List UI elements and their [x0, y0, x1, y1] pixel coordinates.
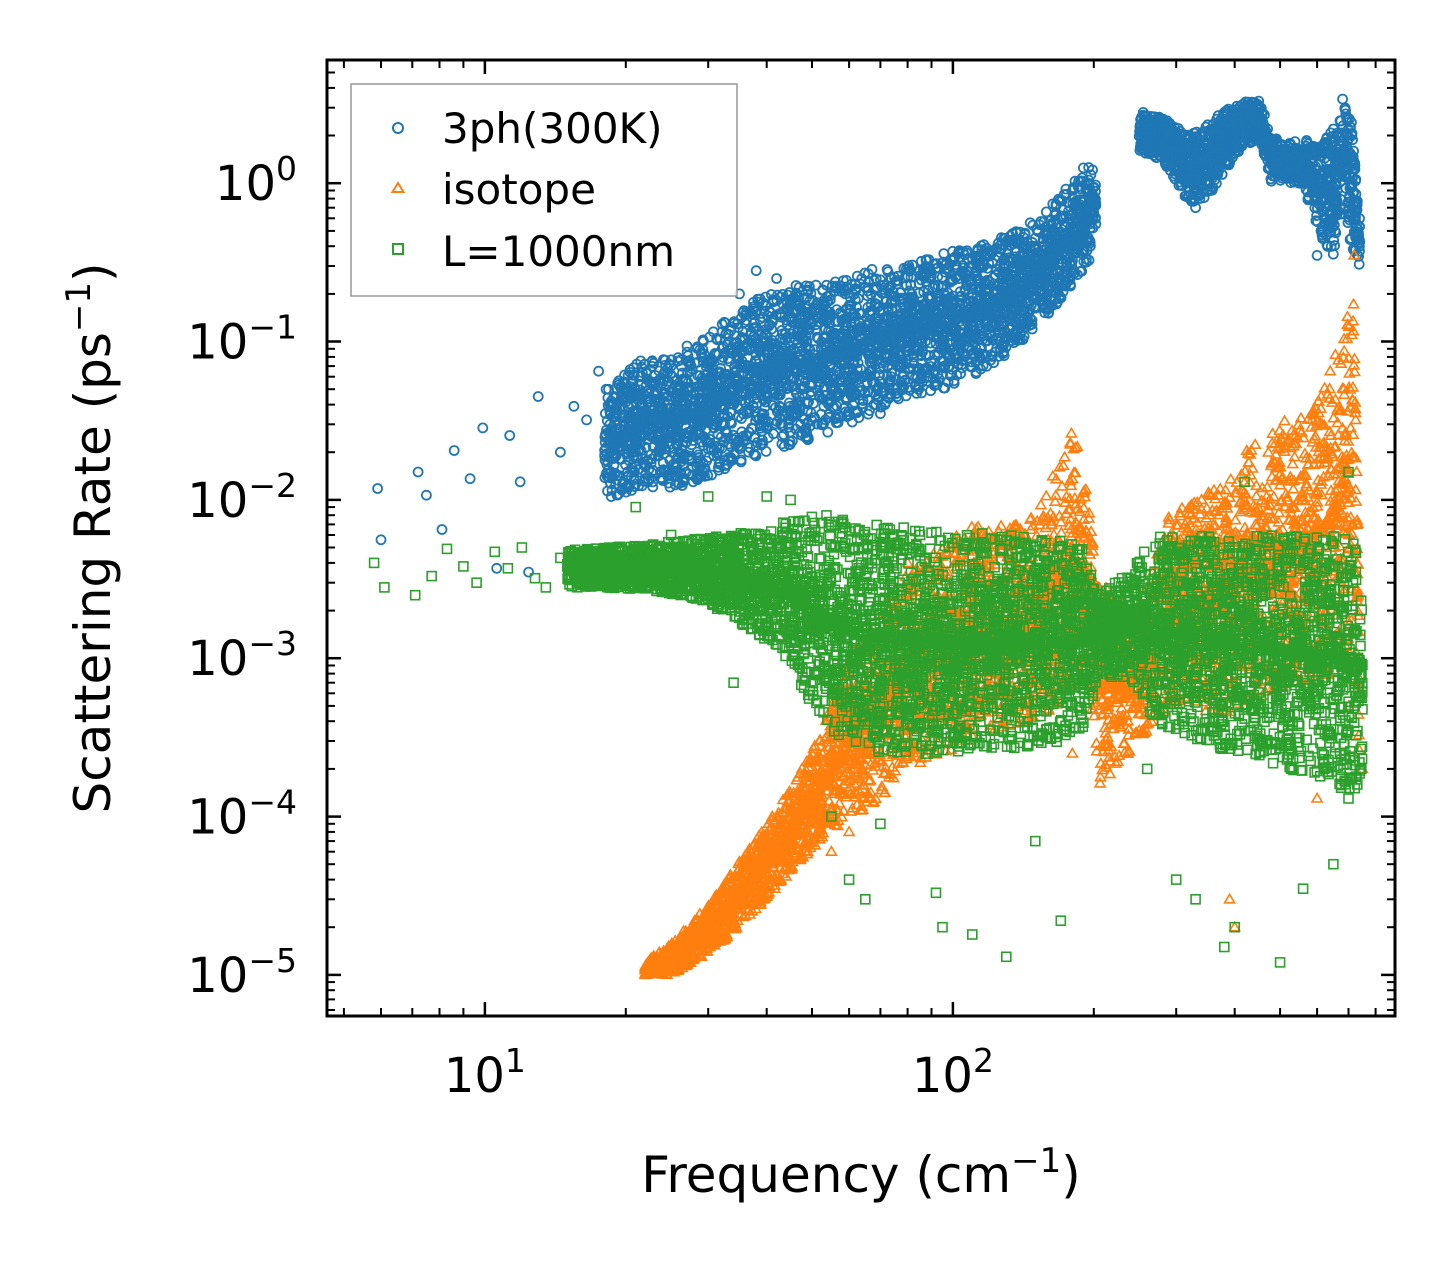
point [658, 375, 669, 387]
point [640, 416, 652, 427]
point [686, 363, 698, 375]
point [689, 412, 701, 424]
point [680, 466, 692, 478]
point [612, 469, 624, 481]
point [677, 373, 689, 385]
point [696, 470, 707, 482]
point [627, 447, 639, 458]
point [682, 432, 694, 444]
point [607, 443, 619, 455]
point [704, 331, 716, 343]
point [630, 436, 641, 448]
point [633, 480, 644, 492]
series-0 [372, 93, 1366, 578]
point [643, 434, 654, 446]
point [649, 397, 661, 409]
point [682, 426, 693, 438]
point [692, 356, 704, 368]
point [612, 377, 624, 389]
point [658, 464, 669, 476]
point [605, 491, 617, 502]
point [702, 470, 714, 481]
point [692, 449, 704, 461]
point [621, 482, 633, 494]
point [677, 452, 689, 463]
point [648, 357, 660, 369]
point [659, 354, 671, 366]
point [604, 425, 616, 437]
point [719, 460, 731, 471]
point [676, 480, 688, 491]
point [659, 388, 671, 400]
point [652, 375, 664, 387]
point [645, 458, 657, 469]
point [678, 395, 690, 407]
point [617, 410, 629, 422]
point [706, 469, 717, 481]
point [603, 383, 614, 395]
point [599, 450, 611, 462]
point [629, 481, 640, 492]
point [627, 405, 639, 417]
point [681, 406, 693, 418]
point [626, 392, 638, 404]
point [635, 388, 647, 399]
point [665, 368, 676, 380]
point [642, 423, 654, 435]
point [654, 405, 666, 417]
point [620, 459, 631, 471]
point [647, 481, 659, 493]
point [1040, 206, 1052, 218]
point [652, 430, 664, 442]
point [617, 428, 629, 440]
point [613, 445, 625, 457]
point [629, 466, 640, 478]
point [612, 444, 623, 455]
point [697, 334, 709, 346]
point [653, 417, 665, 429]
point [656, 419, 667, 431]
point [693, 465, 705, 477]
point [624, 430, 636, 442]
data-points [368, 93, 1369, 980]
point [645, 376, 656, 387]
point [938, 248, 950, 260]
point [681, 431, 693, 443]
point [686, 382, 697, 394]
point [619, 412, 631, 424]
point [658, 367, 670, 379]
point [644, 429, 656, 441]
point [610, 391, 622, 403]
point [653, 444, 665, 456]
point [677, 367, 688, 379]
point [681, 346, 693, 358]
